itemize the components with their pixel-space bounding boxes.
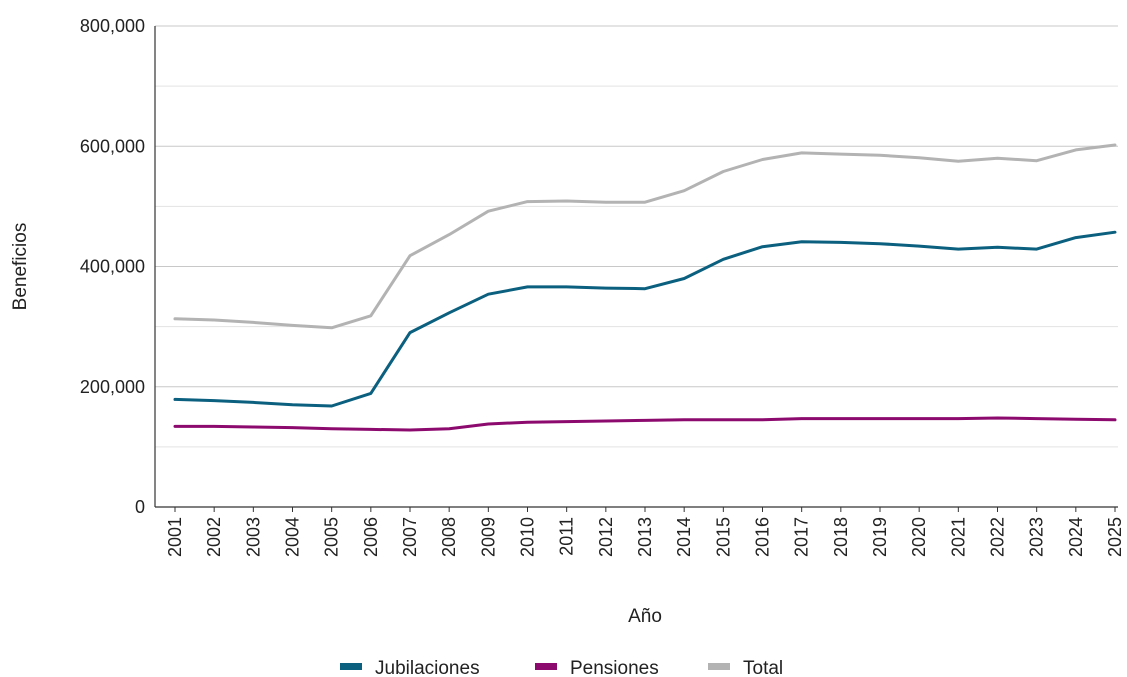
x-tick-label: 2010	[518, 517, 538, 557]
x-tick-label: 2025	[1105, 517, 1125, 557]
series-line-jubilaciones	[173, 230, 1117, 408]
series-line-total	[173, 143, 1117, 330]
x-tick-label: 2015	[713, 517, 733, 557]
x-axis-title: Año	[628, 606, 662, 627]
legend-swatch-pensiones	[535, 663, 557, 670]
x-tick-label: 2002	[204, 517, 224, 557]
series-line-pensiones	[173, 416, 1117, 432]
series-lines	[173, 143, 1117, 432]
x-tick-label: 2020	[909, 517, 929, 557]
y-tick-label: 0	[135, 497, 145, 517]
x-tick-label: 2004	[283, 517, 303, 557]
x-tick-label: 2009	[478, 517, 498, 557]
x-tick-label: 2016	[753, 517, 773, 557]
legend-swatch-jubilaciones	[340, 663, 362, 670]
x-tick-label: 2024	[1066, 517, 1086, 557]
x-tick-label: 2013	[635, 517, 655, 557]
y-tick-label: 200,000	[80, 377, 145, 397]
legend-label-jubilaciones: Jubilaciones	[375, 658, 480, 677]
legend-label-total: Total	[743, 658, 783, 677]
x-tick-label: 2019	[870, 517, 890, 557]
x-tick-label: 2014	[674, 517, 694, 557]
x-tick-label: 2001	[165, 517, 185, 557]
legend: Jubilaciones Pensiones Total	[340, 658, 783, 677]
x-tick-label: 2003	[243, 517, 263, 557]
legend-label-pensiones: Pensiones	[570, 658, 659, 677]
x-tick-label: 2005	[322, 517, 342, 557]
x-tick-label: 2023	[1027, 517, 1047, 557]
y-tick-label: 400,000	[80, 257, 145, 277]
x-tick-label: 2022	[988, 517, 1008, 557]
y-tick-label: 600,000	[80, 136, 145, 156]
y-tick-label: 800,000	[80, 16, 145, 36]
x-tick-label: 2017	[792, 517, 812, 557]
y-axis-ticks: 0 200,000 400,000 600,000 800,000	[80, 16, 145, 517]
gridlines	[155, 25, 1118, 448]
legend-swatch-total	[708, 663, 730, 670]
y-axis-title: Beneficios	[10, 223, 31, 311]
x-axis-ticks: 2001 2002 2003 2004 2005 2006 2007 2008 2009 2010…	[165, 507, 1125, 557]
x-tick-label: 2012	[596, 517, 616, 557]
x-tick-label: 2006	[361, 517, 381, 557]
x-tick-label: 2008	[439, 517, 459, 557]
x-tick-label: 2011	[557, 517, 577, 556]
x-tick-label: 2021	[948, 517, 968, 557]
x-tick-label: 2007	[400, 517, 420, 557]
x-tick-label: 2018	[831, 517, 851, 557]
